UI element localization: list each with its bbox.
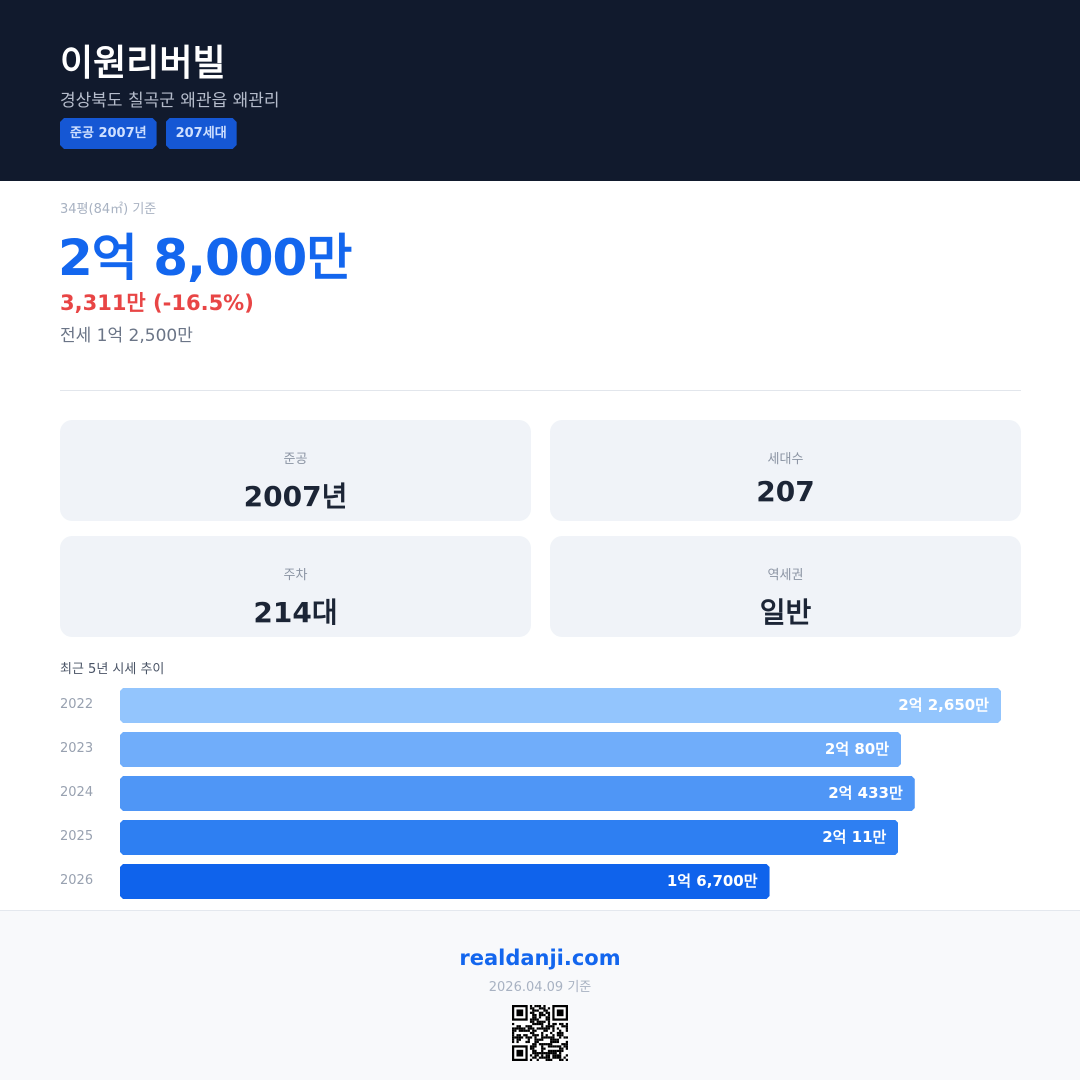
price-change: 3,311만 (-16.5%) <box>60 291 254 315</box>
card-built: 준공 2007년 <box>60 420 531 521</box>
trend-year: 2022 <box>60 697 94 712</box>
card-households: 세대수 207 <box>550 420 1021 521</box>
site-link[interactable]: realdanji.com <box>459 946 621 970</box>
trend-row: 2026 1억 6,700만 <box>60 864 1020 899</box>
card-parking: 주차 214대 <box>60 536 531 637</box>
trend-bar: 2억 2,650만 <box>120 688 1001 723</box>
trend-year: 2026 <box>60 873 94 888</box>
jeonse-price: 전세 1억 2,500만 <box>60 326 193 346</box>
trend-row: 2022 2억 2,650만 <box>60 688 1020 723</box>
area-basis: 34평(84㎡) 기준 <box>60 202 157 217</box>
qr-code[interactable] <box>512 1005 568 1061</box>
trend-title: 최근 5년 시세 추이 <box>60 662 165 677</box>
trend-year: 2024 <box>60 785 94 800</box>
card-value: 일반 <box>759 596 812 629</box>
trend-year: 2025 <box>60 829 94 844</box>
card-value: 214대 <box>253 596 338 629</box>
divider <box>60 390 1021 391</box>
card-value: 207 <box>756 475 815 508</box>
card-label: 준공 <box>283 452 308 467</box>
trend-row: 2023 2억 80만 <box>60 732 1020 767</box>
sale-price: 2억 8,000만 <box>58 229 352 287</box>
header: 이원리버빌 경상북도 칠곡군 왜관읍 왜관리 준공 2007년 207세대 <box>0 0 1080 181</box>
card-label: 역세권 <box>767 568 804 583</box>
page-title: 이원리버빌 <box>60 43 226 84</box>
badge-households: 207세대 <box>166 118 237 149</box>
card-label: 세대수 <box>767 452 804 467</box>
trend-row: 2024 2억 433만 <box>60 776 1020 811</box>
trend-row: 2025 2억 11만 <box>60 820 1020 855</box>
trend-year: 2023 <box>60 741 94 756</box>
date-basis: 2026.04.09 기준 <box>488 980 592 995</box>
trend-bar: 1억 6,700만 <box>120 864 770 899</box>
trend-bar: 2억 80만 <box>120 732 901 767</box>
trend-bar: 2억 433만 <box>120 776 915 811</box>
footer: realdanji.com 2026.04.09 기준 <box>0 910 1080 1080</box>
card-label: 주차 <box>283 568 308 583</box>
card-value: 2007년 <box>243 480 348 513</box>
badge-built-year: 준공 2007년 <box>60 118 157 149</box>
address: 경상북도 칠곡군 왜관읍 왜관리 <box>60 91 280 111</box>
trend-bar: 2억 11만 <box>120 820 898 855</box>
